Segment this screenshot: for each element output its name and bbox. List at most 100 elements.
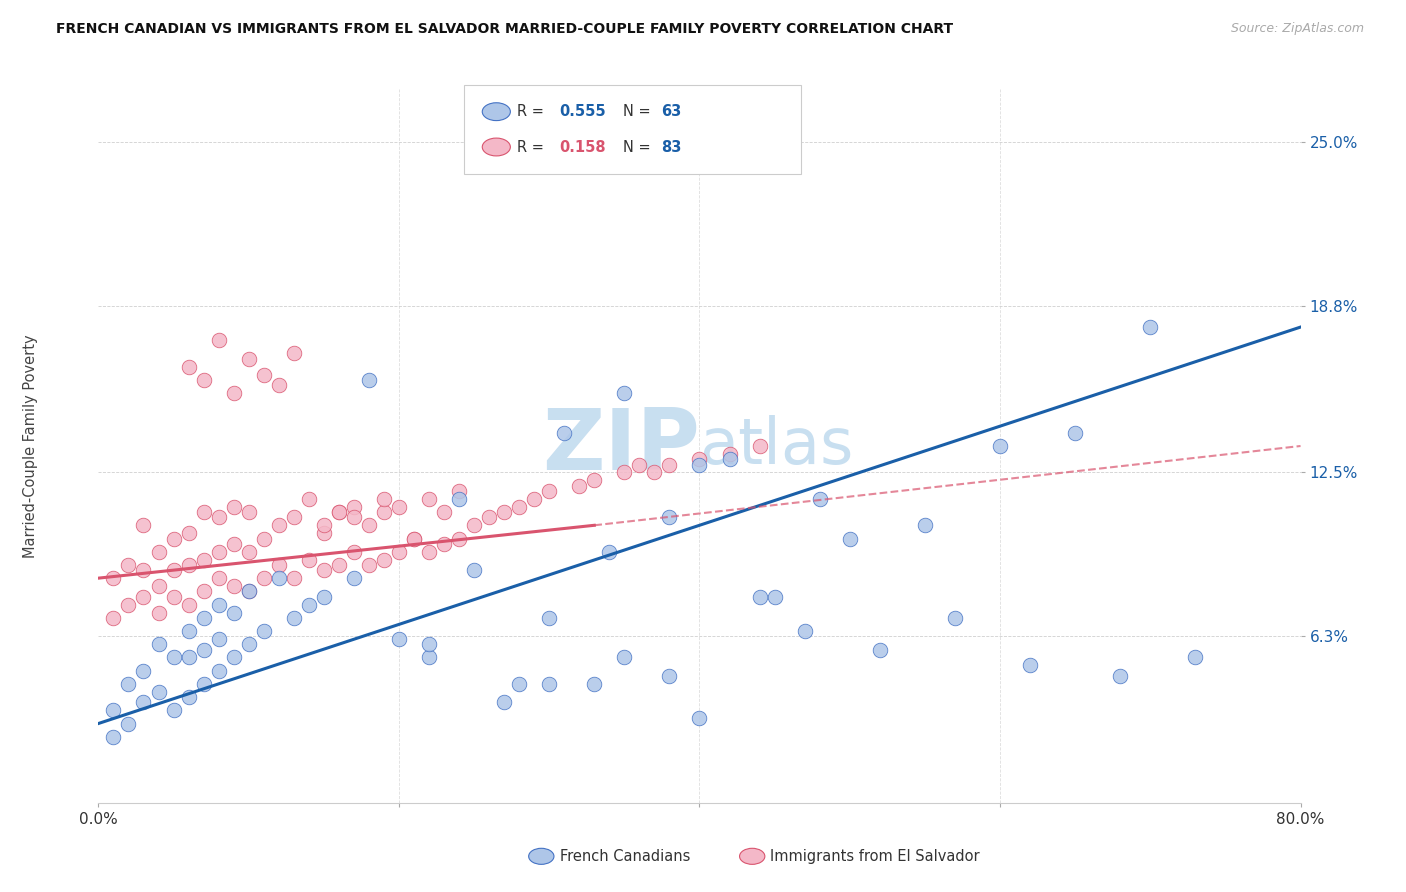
Point <box>418 545 440 559</box>
Point <box>177 624 200 638</box>
Point <box>238 584 260 599</box>
Point <box>343 571 366 585</box>
Point <box>283 346 305 360</box>
Text: 83: 83 <box>661 139 681 154</box>
Point <box>613 386 636 401</box>
Point <box>193 373 215 387</box>
Point <box>1109 669 1132 683</box>
Point <box>418 491 440 506</box>
Point <box>388 500 411 514</box>
Point <box>478 510 501 524</box>
Point <box>193 505 215 519</box>
Point <box>1064 425 1087 440</box>
Point <box>193 642 215 657</box>
Point <box>688 458 710 472</box>
Point <box>373 505 395 519</box>
Point <box>177 558 200 572</box>
Point <box>238 637 260 651</box>
Point <box>283 510 305 524</box>
Point <box>568 478 591 492</box>
Point <box>447 483 470 498</box>
Point <box>328 505 350 519</box>
Point <box>117 558 139 572</box>
Point <box>162 703 184 717</box>
Point <box>132 518 155 533</box>
Point <box>208 632 231 646</box>
Point <box>463 518 485 533</box>
Point <box>343 545 366 559</box>
Point <box>628 458 651 472</box>
Point <box>298 552 321 566</box>
Point <box>208 664 231 678</box>
Point <box>494 505 516 519</box>
Point <box>553 425 575 440</box>
Point <box>132 563 155 577</box>
Point <box>177 598 200 612</box>
Point <box>267 378 290 392</box>
Point <box>793 624 815 638</box>
Point <box>148 685 170 699</box>
Point <box>583 474 606 488</box>
Point <box>748 590 770 604</box>
Point <box>718 447 741 461</box>
Text: N =: N = <box>623 104 655 120</box>
Point <box>1019 658 1042 673</box>
Point <box>763 590 786 604</box>
Point <box>193 611 215 625</box>
Text: 0.158: 0.158 <box>560 139 606 154</box>
Point <box>914 518 936 533</box>
Point <box>988 439 1011 453</box>
Text: Source: ZipAtlas.com: Source: ZipAtlas.com <box>1230 22 1364 36</box>
Point <box>177 526 200 541</box>
Point <box>148 579 170 593</box>
Text: R =: R = <box>517 139 548 154</box>
Point <box>447 532 470 546</box>
Point <box>538 611 561 625</box>
Point <box>117 716 139 731</box>
Point <box>267 571 290 585</box>
Point <box>583 677 606 691</box>
Point <box>222 606 245 620</box>
Point <box>298 598 321 612</box>
Point <box>222 579 245 593</box>
Point <box>373 491 395 506</box>
Text: 0.555: 0.555 <box>560 104 606 120</box>
Point <box>658 669 681 683</box>
Point <box>418 637 440 651</box>
Text: FRENCH CANADIAN VS IMMIGRANTS FROM EL SALVADOR MARRIED-COUPLE FAMILY POVERTY COR: FRENCH CANADIAN VS IMMIGRANTS FROM EL SA… <box>56 22 953 37</box>
Point <box>132 664 155 678</box>
Point <box>208 545 231 559</box>
Point <box>162 532 184 546</box>
Point <box>238 351 260 366</box>
Point <box>298 491 321 506</box>
Point <box>598 545 620 559</box>
Point <box>177 359 200 374</box>
Point <box>312 526 335 541</box>
Point <box>253 624 276 638</box>
Point <box>388 632 411 646</box>
Point <box>162 650 184 665</box>
Point <box>312 563 335 577</box>
Point <box>402 532 425 546</box>
Point <box>222 537 245 551</box>
Point <box>238 505 260 519</box>
Point <box>748 439 770 453</box>
Point <box>688 452 710 467</box>
Point <box>508 500 530 514</box>
Point <box>658 510 681 524</box>
Point <box>357 558 380 572</box>
Point <box>508 677 530 691</box>
Point <box>688 711 710 725</box>
Point <box>433 505 456 519</box>
Text: 63: 63 <box>661 104 681 120</box>
Point <box>222 386 245 401</box>
Point <box>132 695 155 709</box>
Point <box>463 563 485 577</box>
Point <box>253 532 276 546</box>
Point <box>433 537 456 551</box>
Point <box>328 505 350 519</box>
Point <box>267 558 290 572</box>
Point <box>222 650 245 665</box>
Point <box>238 545 260 559</box>
Point <box>193 584 215 599</box>
